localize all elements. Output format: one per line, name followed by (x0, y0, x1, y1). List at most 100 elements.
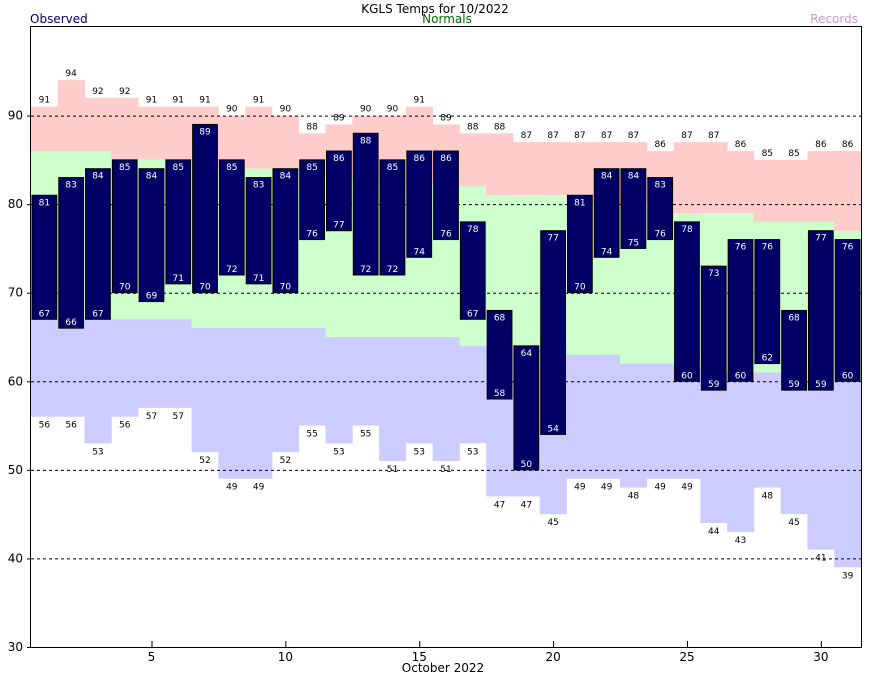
observed-low-label: 77 (333, 221, 344, 231)
observed-high-label: 89 (199, 127, 211, 137)
record-low-label: 56 (39, 421, 51, 431)
record-low-band (834, 381, 862, 568)
observed-high-label: 83 (654, 181, 665, 191)
record-high-band (459, 133, 487, 187)
observed-low-label: 70 (119, 283, 131, 293)
record-high-band (111, 97, 139, 160)
observed-low-label: 58 (494, 389, 506, 399)
record-low-band (807, 381, 835, 550)
record-high-label: 87 (681, 131, 692, 141)
observed-bar (352, 132, 379, 276)
observed-bar (727, 239, 754, 382)
observed-high-label: 78 (467, 225, 479, 235)
record-high-band (138, 106, 166, 160)
observed-high-label: 86 (440, 154, 452, 164)
record-low-band (31, 319, 59, 417)
observed-low-label: 71 (173, 274, 184, 284)
observed-low-label: 60 (735, 371, 747, 381)
record-low-band (111, 319, 139, 417)
observed-high-label: 84 (628, 172, 640, 182)
record-low-band (298, 328, 326, 426)
observed-bar (218, 159, 245, 276)
observed-high-label: 85 (387, 163, 398, 173)
observed-high-label: 77 (815, 234, 826, 244)
record-high-label: 87 (708, 131, 719, 141)
legend-normals: Normals (422, 12, 472, 26)
observed-high-label: 85 (306, 163, 317, 173)
record-low-band (191, 328, 219, 453)
plot-frame (30, 26, 862, 648)
record-low-label: 57 (146, 412, 157, 422)
record-low-band (138, 319, 166, 408)
chart-title: KGLS Temps for 10/2022 (361, 2, 509, 16)
record-low-label: 51 (440, 465, 451, 475)
record-low-label: 41 (815, 554, 826, 564)
record-low-band (566, 354, 594, 479)
observed-low-label: 70 (199, 283, 211, 293)
record-high-label: 91 (253, 96, 264, 106)
record-low-label: 49 (574, 483, 586, 493)
observed-low-label: 72 (226, 265, 237, 275)
observed-bar (647, 177, 674, 241)
observed-bar (807, 230, 834, 391)
record-low-label: 51 (387, 465, 398, 475)
observed-low-label: 71 (253, 274, 264, 284)
record-low-band (271, 328, 300, 453)
record-low-label: 53 (333, 447, 344, 457)
observed-low-label: 76 (440, 230, 452, 240)
observed-low-label: 69 (146, 292, 158, 302)
observed-bar (31, 194, 58, 320)
observed-high-label: 86 (413, 154, 425, 164)
observed-bar (272, 168, 299, 294)
observed-high-label: 86 (333, 154, 345, 164)
record-low-label: 44 (708, 527, 720, 537)
observed-high-label: 85 (173, 163, 184, 173)
axes: 30 40 50 60 70 80 90 5 10 15 20 25 30 (8, 109, 829, 664)
record-low-band (405, 337, 434, 444)
record-low-label: 53 (467, 447, 478, 457)
record-low-label: 55 (306, 430, 317, 440)
observed-bar (540, 230, 566, 435)
observed-high-label: 84 (280, 172, 292, 182)
observed-high-label: 85 (119, 163, 130, 173)
observed-high-label: 83 (65, 181, 76, 191)
record-high-band (486, 133, 514, 196)
record-high-band (700, 142, 728, 213)
observed-low-label: 54 (547, 424, 559, 434)
record-high-band (727, 151, 755, 213)
observed-bar (58, 177, 85, 329)
record-high-label: 91 (413, 96, 424, 106)
observed-low-label: 74 (413, 247, 425, 257)
observed-bar (700, 265, 727, 391)
observed-low-label: 60 (842, 371, 854, 381)
record-low-band (620, 363, 648, 488)
record-high-label: 91 (39, 96, 50, 106)
observed-low-label: 67 (92, 309, 103, 319)
observed-bar (834, 239, 861, 382)
record-high-label: 92 (92, 87, 103, 97)
observed-bars (31, 123, 861, 471)
record-low-label: 48 (628, 492, 640, 502)
record-low-band (780, 372, 808, 515)
observed-bar (192, 123, 218, 294)
record-high-label: 91 (146, 96, 157, 106)
record-high-band (780, 159, 808, 222)
record-low-band (218, 328, 246, 479)
observed-high-label: 68 (788, 313, 800, 323)
observed-low-label: 50 (521, 460, 533, 470)
observed-bar (459, 221, 486, 320)
record-high-band (31, 106, 59, 151)
observed-low-label: 76 (654, 230, 666, 240)
x-tick-label: 25 (679, 650, 694, 664)
value-labels: 81 67 91 56 83 66 94 56 84 67 92 53 85 70 92 56 84 69 91 57… (39, 69, 854, 581)
record-high-label: 88 (306, 122, 318, 132)
record-low-band (164, 319, 193, 408)
normal-band (512, 195, 541, 346)
observed-high-label: 73 (708, 269, 719, 279)
legend-observed: Observed (30, 12, 88, 26)
record-low-label: 56 (65, 421, 77, 431)
record-low-band (57, 319, 85, 417)
record-low-label: 47 (521, 500, 532, 510)
record-low-band (325, 337, 353, 444)
record-high-label: 90 (387, 105, 399, 115)
